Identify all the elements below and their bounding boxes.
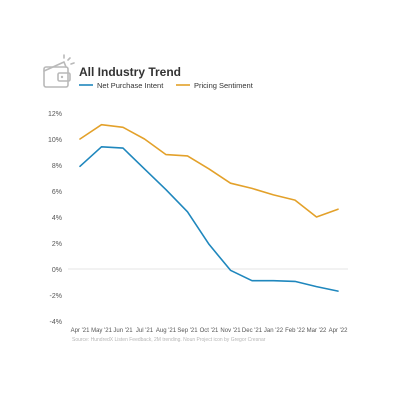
x-tick-label: Apr '22	[329, 328, 348, 334]
legend: Net Purchase Intent Pricing Sentiment	[79, 81, 254, 90]
y-tick-label: 6%	[52, 189, 62, 196]
x-tick-label: Aug '21	[156, 328, 177, 334]
x-tick-label: Jan '22	[264, 328, 284, 334]
x-tick-label: Jul '21	[136, 328, 154, 334]
y-tick-label: 2%	[52, 241, 62, 248]
legend-label-net-purchase-intent: Net Purchase Intent	[97, 81, 164, 90]
source-note: Source: HundredX Listen Feedback, 2M tre…	[72, 337, 266, 343]
legend-label-pricing-sentiment: Pricing Sentiment	[194, 81, 254, 90]
x-tick-label: Feb '22	[285, 328, 305, 334]
x-tick-label: Nov '21	[220, 328, 241, 334]
x-tick-label: Apr '21	[71, 328, 90, 334]
x-tick-label: Jun '21	[113, 328, 133, 334]
x-tick-label: Mar '22	[307, 328, 327, 334]
x-tick-label: Oct '21	[200, 328, 219, 334]
x-tick-label: May '21	[91, 328, 112, 334]
x-axis-ticks: Apr '21 May '21 Jun '21 Jul '21 Aug '21 …	[71, 328, 348, 334]
x-tick-label: Sep '21	[177, 328, 198, 334]
chart-title: All Industry Trend	[79, 65, 181, 79]
y-tick-label: 10%	[48, 137, 62, 144]
y-tick-label: 8%	[52, 163, 62, 170]
series-line-net-purchase-intent	[79, 146, 339, 292]
y-tick-label: -2%	[50, 293, 62, 300]
y-tick-label: 0%	[52, 267, 62, 274]
y-tick-label: -4%	[50, 319, 62, 326]
y-tick-label: 4%	[52, 215, 62, 222]
series-line-pricing-sentiment	[79, 123, 339, 218]
y-axis-ticks: 12% 10% 8% 6% 4% 2% 0% -2% -4%	[48, 111, 62, 326]
x-tick-label: Dec '21	[242, 328, 263, 334]
y-tick-label: 12%	[48, 111, 62, 118]
wallet-icon	[43, 54, 75, 88]
